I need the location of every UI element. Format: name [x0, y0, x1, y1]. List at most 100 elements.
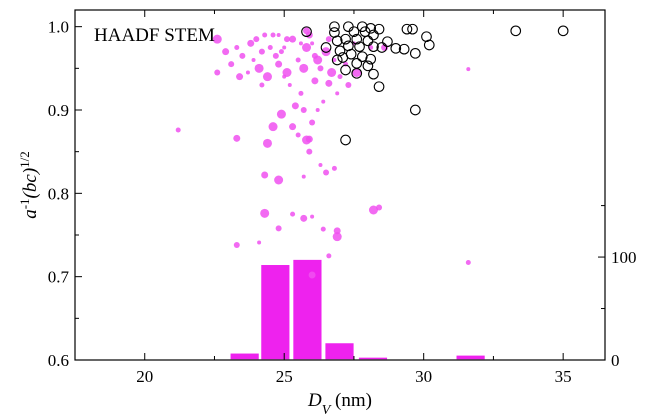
data-point-filled [331, 165, 337, 171]
data-point-open [409, 47, 421, 59]
data-point-filled [262, 138, 272, 148]
data-point-filled [258, 48, 265, 55]
data-point-open [407, 23, 418, 35]
data-point-filled [228, 61, 235, 68]
y-axis-bc: (bc) [20, 168, 41, 199]
data-point-filled [175, 127, 181, 133]
data-point-filled [298, 41, 303, 46]
data-point-filled [253, 36, 260, 43]
data-point-open [423, 39, 435, 51]
data-point-open [365, 53, 377, 65]
data-point-filled [327, 68, 337, 77]
data-point-filled [276, 33, 281, 37]
data-point-filled [282, 74, 287, 79]
data-point-filled [306, 148, 313, 155]
data-point-filled [311, 52, 318, 59]
y-axis-label: a-1(bc)1/2 [17, 151, 42, 219]
plot-frame [74, 9, 606, 361]
data-point-open [340, 33, 351, 45]
data-point-filled [352, 68, 362, 77]
data-point-filled [267, 45, 273, 50]
data-point-filled [287, 83, 292, 87]
data-point-filled [321, 99, 326, 104]
data-point-open [368, 41, 379, 53]
data-point-filled [239, 52, 246, 59]
data-point-filled [299, 63, 309, 73]
x-tick-label: 20 [136, 367, 153, 386]
data-point-filled [335, 91, 340, 96]
data-point-open [373, 23, 385, 35]
data-point-open [390, 42, 402, 54]
data-point-filled [376, 204, 383, 211]
data-point-filled [222, 48, 230, 56]
data-point-filled [236, 73, 244, 81]
right-tick-label: 100 [611, 248, 637, 267]
data-point-open [331, 54, 343, 66]
data-point-filled [323, 169, 330, 176]
data-point-filled [301, 174, 306, 179]
data-point-open [329, 21, 340, 33]
x-tick-label: 25 [276, 367, 293, 386]
right-tick-label: 0 [611, 351, 620, 370]
data-point-filled [308, 271, 316, 279]
data-point-open [510, 25, 522, 37]
data-point-open [382, 36, 393, 48]
y-tick-label: 1.0 [48, 18, 69, 37]
data-point-filled [321, 47, 331, 57]
data-point-filled [268, 122, 278, 132]
data-point-filled [260, 208, 270, 218]
data-point-open [331, 35, 343, 47]
data-point-filled [272, 52, 279, 59]
data-point-filled [261, 171, 269, 179]
data-point-open [401, 23, 413, 35]
y-tick-label: 0.8 [48, 184, 69, 203]
y-axis-a: a [20, 209, 41, 219]
data-point-open [351, 67, 363, 79]
data-point-filled [291, 102, 299, 110]
data-point-open [373, 81, 385, 93]
data-point-filled [303, 27, 311, 35]
data-point-open [348, 26, 360, 38]
data-point-filled [315, 108, 320, 112]
data-point-filled [298, 90, 304, 96]
histogram-bar [291, 258, 324, 361]
x-axis-symbol: D [307, 390, 322, 411]
data-point-filled [311, 77, 319, 85]
points-layer [175, 21, 569, 279]
y-tick-label: 0.6 [48, 351, 69, 370]
data-point-open [340, 64, 351, 76]
histogram-layer [156, 258, 487, 361]
data-point-filled [257, 240, 262, 245]
data-point-open [354, 41, 365, 53]
data-point-filled [289, 123, 297, 131]
data-point-open [337, 52, 349, 63]
data-point-open [362, 35, 374, 47]
data-point-filled [317, 65, 324, 72]
data-point-filled [233, 242, 240, 248]
data-point-open [343, 21, 354, 33]
data-point-open [362, 60, 374, 72]
data-point-filled [325, 36, 332, 43]
y-tick-label: 0.7 [48, 268, 70, 287]
data-point-filled [254, 63, 264, 73]
data-point-filled [337, 74, 343, 80]
data-point-filled [368, 205, 378, 215]
data-point-filled [284, 36, 290, 43]
annotation-label: HAADF STEM [94, 25, 215, 46]
x-axis-subscript: V [322, 403, 332, 416]
data-point-open [301, 26, 312, 38]
data-point-filled [259, 82, 265, 88]
data-point-filled [302, 135, 312, 145]
x-tick-label: 30 [415, 367, 432, 386]
histogram-bar [323, 341, 356, 361]
data-point-filled [300, 214, 308, 222]
data-point-open [320, 42, 332, 53]
data-point-filled [276, 109, 286, 119]
data-point-filled [300, 107, 307, 113]
histogram-bar [229, 352, 261, 361]
data-point-open [356, 21, 368, 33]
data-point-filled [295, 57, 301, 63]
data-point-filled [302, 43, 312, 52]
data-point-filled [282, 45, 287, 50]
